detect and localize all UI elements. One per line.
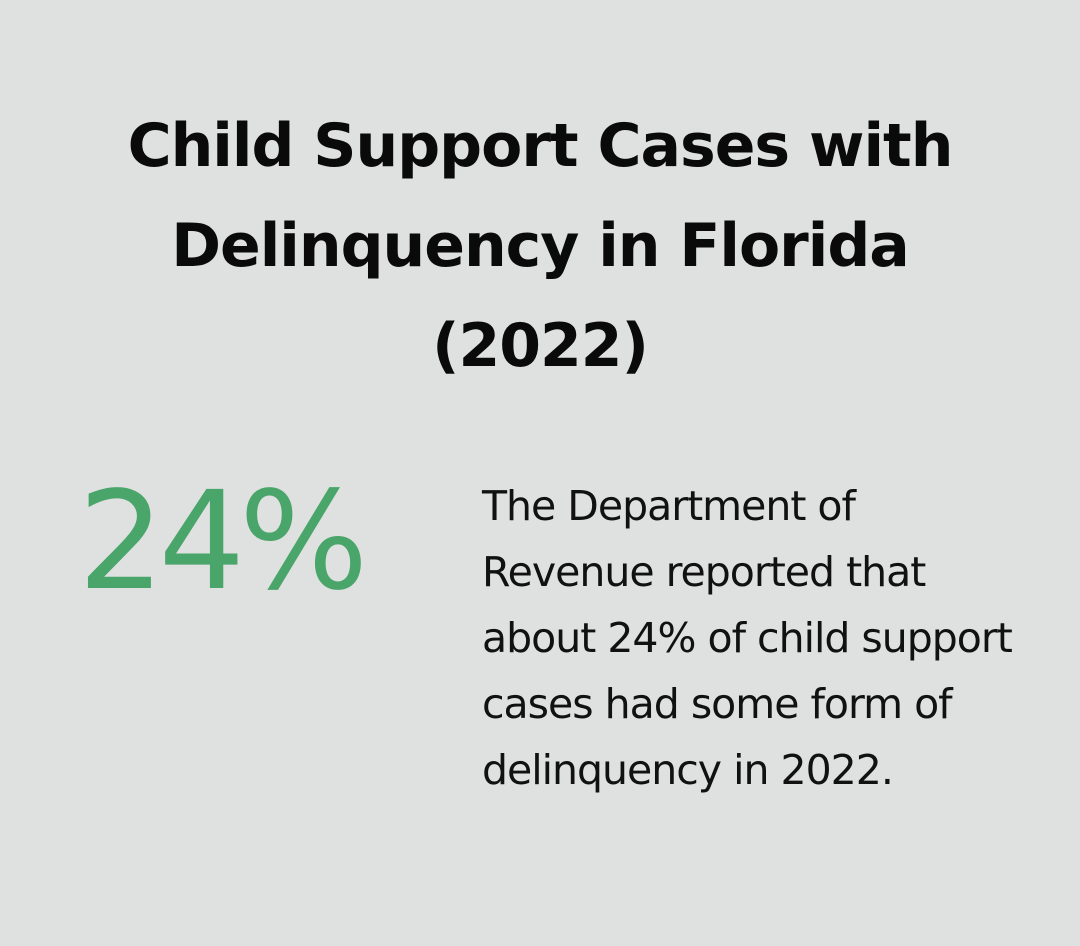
stat-description: The Department of Revenue reported that … (482, 482, 1013, 794)
page-title: Child Support Cases with Delinquency in … (127, 111, 954, 381)
stat-value: 24% (78, 463, 368, 621)
